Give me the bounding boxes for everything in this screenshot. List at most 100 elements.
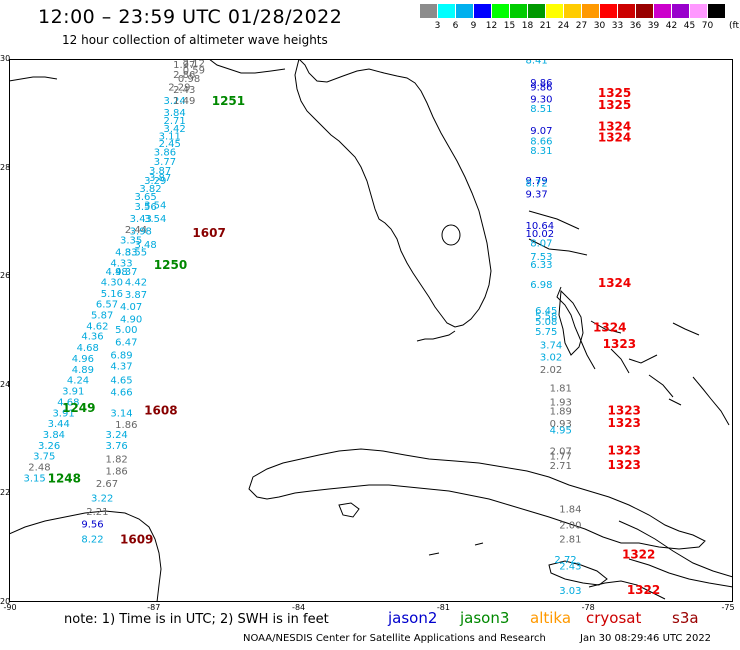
pass-id-label: 1323 xyxy=(608,443,641,457)
colorbar-label: 70 xyxy=(701,21,714,31)
swh-value-label: 7.53 xyxy=(530,252,552,263)
longitude-tick-label: -84 xyxy=(292,603,306,612)
swh-value-label: 6.47 xyxy=(115,338,137,349)
colorbar-swatch xyxy=(564,4,581,18)
swh-value-label: 3.44 xyxy=(48,419,70,430)
pass-id-label: 1251 xyxy=(212,94,245,108)
swh-value-label: 2.21 xyxy=(86,507,108,518)
legend-cryosat: cryosat xyxy=(586,609,642,627)
swh-value-label: 3.02 xyxy=(540,352,562,363)
swh-value-label: 2.02 xyxy=(540,365,562,376)
colorbar-label: 9 xyxy=(470,21,477,31)
legend-altika: altika xyxy=(530,609,572,627)
swh-value-label: 10.64 xyxy=(525,221,554,232)
swh-value-label: 8.22 xyxy=(81,534,103,545)
swh-value-label: 1.77 xyxy=(550,452,572,463)
swh-value-label: 3.86 xyxy=(154,148,176,159)
swh-value-label: 3.82 xyxy=(139,184,161,195)
colorbar-swatch xyxy=(708,4,725,18)
colorbar-swatch xyxy=(582,4,599,18)
swh-value-label: 3.74 xyxy=(540,340,562,351)
pass-id-label: 1250 xyxy=(154,258,187,272)
swh-value-label: 5.08 xyxy=(535,317,557,328)
swh-value-label: 2.71 xyxy=(550,461,572,472)
swh-value-label: 5.00 xyxy=(115,325,137,336)
swh-value-label: 3.26 xyxy=(38,441,60,452)
swh-value-label: 3.75 xyxy=(33,452,55,463)
swh-value-label: 4.90 xyxy=(120,314,142,325)
colorbar-label: 3 xyxy=(434,21,441,31)
swh-value-label: 3.22 xyxy=(91,494,113,505)
swh-value-label: 2.29 xyxy=(168,82,190,93)
pass-id-label: 1323 xyxy=(603,337,636,351)
swh-value-label: 8.07 xyxy=(530,238,552,249)
swh-value-label: 3.84 xyxy=(163,108,185,119)
legend-jason2: jason2 xyxy=(388,609,438,627)
swh-value-label: 9.37 xyxy=(525,189,547,200)
swh-value-label: 9.86 xyxy=(530,78,552,89)
swh-value-label: 3.15 xyxy=(23,473,45,484)
swh-value-label: 4.62 xyxy=(86,321,108,332)
colorbar-swatch xyxy=(492,4,509,18)
pass-id-label: 1324 xyxy=(593,321,626,335)
swh-value-label: 3.42 xyxy=(163,124,185,135)
map-title: 12:00 – 23:59 UTC 01/28/2022 xyxy=(38,6,343,28)
swh-value-label: 4.68 xyxy=(77,343,99,354)
longitude-tick-label: -87 xyxy=(147,603,161,612)
swh-value-label: 3.87 xyxy=(125,290,147,301)
swh-value-label: 1.81 xyxy=(550,383,572,394)
swh-value-label: 4.98 xyxy=(106,267,128,278)
colorbar-swatch xyxy=(546,4,563,18)
pass-id-label: 1325 xyxy=(598,98,631,112)
swh-value-label: 4.68 xyxy=(57,397,79,408)
swh-value-label: 10.02 xyxy=(525,229,554,240)
swh-value-label: 5.16 xyxy=(101,289,123,300)
hispaniola-coastline xyxy=(618,520,734,588)
swh-value-label: 3.24 xyxy=(163,96,185,107)
legend-jason3: jason3 xyxy=(460,609,510,627)
swh-value-label: 0.98 xyxy=(178,74,200,85)
pass-id-label: 1322 xyxy=(622,548,655,562)
map-frame xyxy=(9,59,733,602)
swh-value-label: 3.35 xyxy=(120,236,142,247)
swh-value-label: 4.36 xyxy=(81,332,103,343)
wave-height-labels: 1.972.122.860.590.982.292.433.241.493.84… xyxy=(23,55,581,597)
swh-value-label: 1.84 xyxy=(559,504,581,515)
coastline-layer xyxy=(8,58,734,603)
swh-value-label: 3.48 xyxy=(134,240,156,251)
colorbar-label: 36 xyxy=(629,21,642,31)
swh-value-label: 3.84 xyxy=(43,430,65,441)
swh-value-label: 2.07 xyxy=(550,446,572,457)
swh-value-label: 8.66 xyxy=(530,136,552,147)
swh-value-label: 3.91 xyxy=(52,408,74,419)
swh-value-label: 0.59 xyxy=(183,66,205,77)
swh-value-label: 5.87 xyxy=(91,311,113,322)
footer-timestamp: Jan 30 08:29:46 UTC 2022 xyxy=(580,633,712,644)
colorbar-swatch xyxy=(618,4,635,18)
swh-value-label: 2.43 xyxy=(559,561,581,572)
pass-id-label: 1323 xyxy=(608,416,641,430)
swh-value-label: 1.93 xyxy=(550,397,572,408)
swh-value-label: 3.76 xyxy=(106,441,128,452)
colorbar-unit: (ft) xyxy=(729,21,740,31)
swh-value-label: 1.82 xyxy=(106,454,128,465)
map-plot-area: 1.97 2.12 2.86 0.59 0.98 2.29 2.43 3.24 1.49 3.84… xyxy=(8,55,734,603)
swh-value-label: 4.66 xyxy=(110,388,132,399)
swh-value-label: 3.56 xyxy=(134,202,156,213)
colorbar-label: 12 xyxy=(485,21,498,31)
latitude-tick-label: 24 xyxy=(0,379,11,389)
swh-value-label: 3.98 xyxy=(130,226,152,237)
swh-value-label: 9.30 xyxy=(530,94,552,105)
colorbar-swatch xyxy=(438,4,455,18)
swh-value-label: 3.29 xyxy=(144,176,166,187)
swh-value-label: 4.37 xyxy=(115,267,137,278)
swh-value-label: 4.95 xyxy=(550,426,572,437)
colorbar-swatch xyxy=(600,4,617,18)
swh-value-label: 5.75 xyxy=(535,327,557,338)
legend-s3a: s3a xyxy=(672,609,699,627)
pass-id-label: 1324 xyxy=(598,120,631,134)
swh-value-label: 1.49 xyxy=(173,96,195,107)
bahamas-islands xyxy=(528,210,730,426)
yucatan-coastline xyxy=(8,510,162,603)
swh-value-label: 9.07 xyxy=(530,126,552,137)
